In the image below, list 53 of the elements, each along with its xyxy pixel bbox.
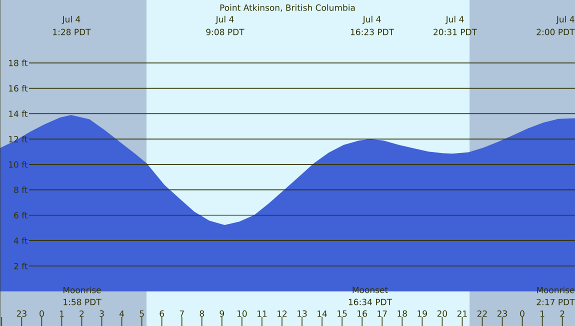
x-tick-label: 0 bbox=[520, 310, 524, 317]
annotation: 16:34 PDT bbox=[348, 298, 392, 306]
annotation: 2:17 PDT bbox=[536, 298, 575, 306]
x-tick-label: 15 bbox=[338, 310, 347, 317]
annotation: Jul 4 bbox=[62, 16, 80, 24]
y-tick-label: 4 ft bbox=[14, 237, 28, 244]
y-tick-label: 14 ft bbox=[9, 110, 28, 117]
x-tick-label: 0 bbox=[40, 310, 44, 317]
x-tick-label: 20 bbox=[437, 310, 448, 317]
x-tick-label: 11 bbox=[258, 310, 267, 317]
annotation: Moonrise bbox=[536, 286, 574, 294]
x-tick-label: 7 bbox=[180, 310, 184, 317]
x-tick-label: 19 bbox=[418, 310, 427, 317]
annotation: Jul 4 bbox=[445, 16, 464, 24]
y-tick-label: 8 ft bbox=[14, 186, 28, 194]
x-tick-label: 23 bbox=[16, 310, 26, 317]
x-tick-label: 21 bbox=[457, 310, 467, 317]
x-tick-label: 3 bbox=[100, 310, 104, 317]
annotation: Jul 4 bbox=[362, 16, 381, 24]
x-tick-label: 6 bbox=[160, 310, 164, 317]
x-tick-label: 16 bbox=[358, 310, 367, 317]
x-tick-label: 14 bbox=[318, 310, 327, 317]
x-tick-label: 22 bbox=[477, 310, 487, 317]
y-tick-label: 2 ft bbox=[14, 262, 28, 270]
x-tick-label: 8 bbox=[200, 310, 204, 317]
annotation: 1:28 PDT bbox=[53, 28, 91, 36]
annotation: 16:23 PDT bbox=[350, 28, 394, 36]
chart-title: Point Atkinson, British Columbia bbox=[220, 4, 355, 12]
x-tick-label: 23 bbox=[497, 310, 507, 317]
annotation: 2:00 PDT bbox=[536, 28, 575, 36]
x-tick-label: 2 bbox=[80, 310, 84, 317]
x-tick-label: 1 bbox=[60, 310, 64, 317]
x-tick-label: 18 bbox=[398, 310, 407, 317]
x-tick-label: 9 bbox=[220, 310, 224, 317]
annotation: 20:31 PDT bbox=[434, 28, 478, 36]
annotation: Jul 4 bbox=[556, 16, 574, 24]
annotation: Moonrise bbox=[64, 286, 101, 294]
x-tick-label: 10 bbox=[237, 310, 247, 317]
y-tick-label: 6 ft bbox=[14, 212, 28, 218]
y-tick-label: 10 ft bbox=[9, 161, 28, 168]
x-tick-label: 1 bbox=[540, 310, 544, 317]
x-tick-label: 4 bbox=[120, 310, 124, 317]
x-tick-label: 2 bbox=[560, 310, 564, 317]
y-tick-label: 18 ft bbox=[9, 60, 28, 66]
y-tick-label: 12 ft bbox=[9, 136, 28, 142]
x-tick-label: 5 bbox=[140, 310, 144, 317]
annotation: Jul 4 bbox=[215, 16, 234, 24]
annotation: 9:08 PDT bbox=[206, 28, 244, 36]
x-tick-label: 12 bbox=[278, 310, 287, 317]
x-tick-label: 17 bbox=[378, 310, 387, 317]
y-tick-label: 16 ft bbox=[9, 85, 28, 92]
annotation: 1:58 PDT bbox=[64, 298, 102, 306]
x-tick-label: 13 bbox=[298, 310, 307, 317]
